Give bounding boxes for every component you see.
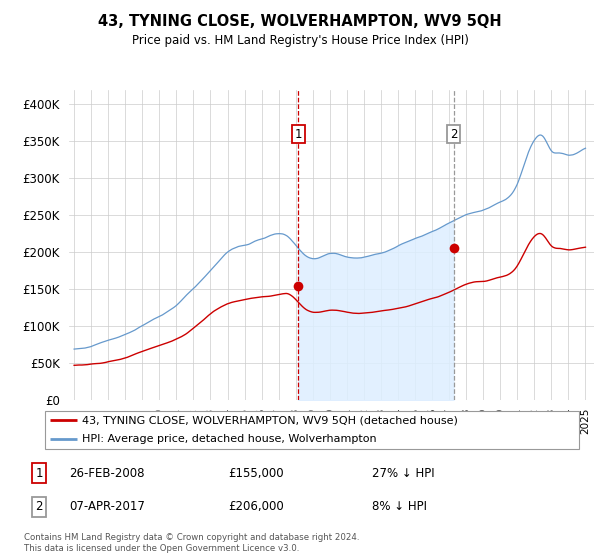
- FancyBboxPatch shape: [45, 411, 580, 449]
- Text: £155,000: £155,000: [228, 466, 284, 480]
- Text: 43, TYNING CLOSE, WOLVERHAMPTON, WV9 5QH: 43, TYNING CLOSE, WOLVERHAMPTON, WV9 5QH: [98, 14, 502, 29]
- Text: 8% ↓ HPI: 8% ↓ HPI: [372, 500, 427, 514]
- Text: HPI: Average price, detached house, Wolverhampton: HPI: Average price, detached house, Wolv…: [83, 435, 377, 445]
- Text: 27% ↓ HPI: 27% ↓ HPI: [372, 466, 434, 480]
- Text: 2: 2: [450, 128, 457, 141]
- Text: 1: 1: [295, 128, 302, 141]
- Text: 26-FEB-2008: 26-FEB-2008: [69, 466, 145, 480]
- Text: 07-APR-2017: 07-APR-2017: [69, 500, 145, 514]
- Text: 1: 1: [35, 466, 43, 480]
- Text: £206,000: £206,000: [228, 500, 284, 514]
- Text: Price paid vs. HM Land Registry's House Price Index (HPI): Price paid vs. HM Land Registry's House …: [131, 34, 469, 46]
- Text: 43, TYNING CLOSE, WOLVERHAMPTON, WV9 5QH (detached house): 43, TYNING CLOSE, WOLVERHAMPTON, WV9 5QH…: [83, 415, 458, 425]
- Text: 2: 2: [35, 500, 43, 514]
- Text: Contains HM Land Registry data © Crown copyright and database right 2024.
This d: Contains HM Land Registry data © Crown c…: [24, 533, 359, 553]
